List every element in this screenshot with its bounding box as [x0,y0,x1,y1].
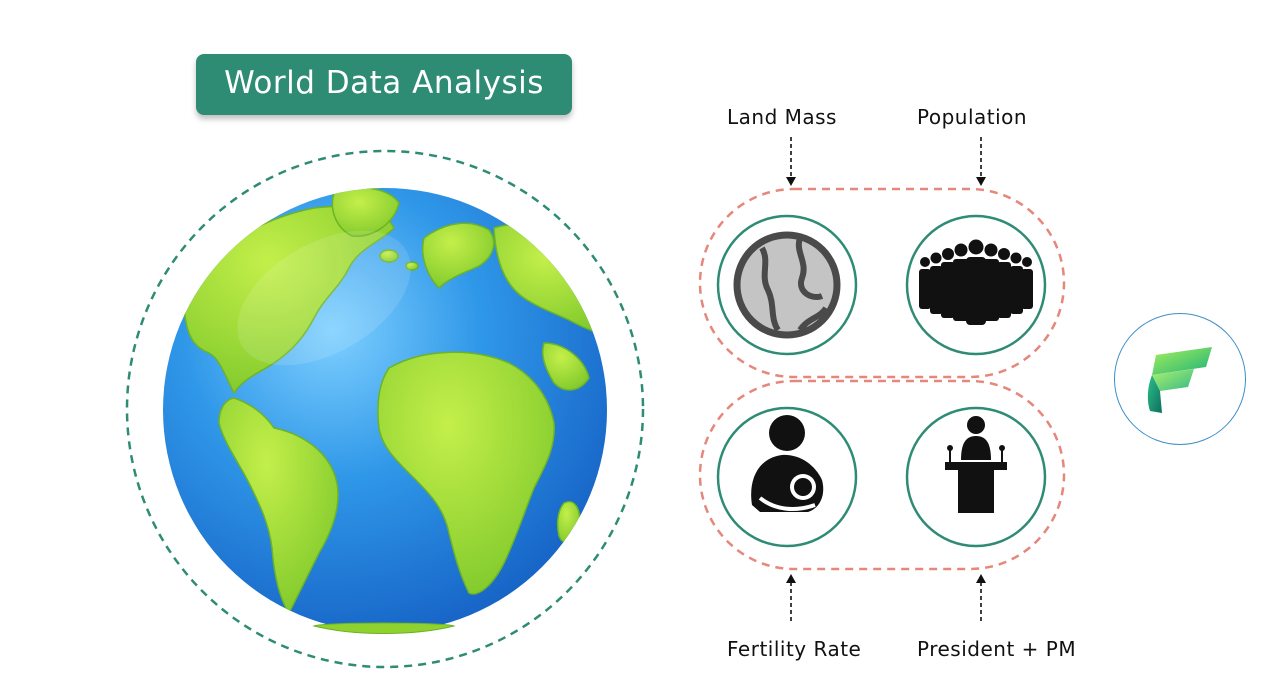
label-fertility-rate: Fertility Rate [727,637,862,661]
bottom-group-outline [698,379,1066,571]
population-icon-circle [905,214,1047,356]
politics-icon-circle [905,406,1047,548]
label-land-mass: Land Mass [727,105,837,129]
top-group-outline [698,187,1066,379]
crowd-icon [919,239,1033,325]
arrow-up-icon [976,574,986,622]
arrow-down-icon [976,137,986,186]
label-president-pm: President + PM [917,637,1077,661]
fertility-icon-circle [716,406,858,548]
land-mass-icon-circle [716,214,858,356]
arrow-down-icon [786,137,796,186]
logo-circle [1114,313,1246,445]
label-population: Population [917,105,1028,129]
mother-baby-icon [751,415,824,512]
land-mass-globe-icon [733,231,841,339]
speaker-podium-icon [945,416,1007,513]
globe-3d-icon [125,149,645,669]
arrow-up-icon [786,574,796,622]
title-badge: World Data Analysis [196,54,572,115]
page-title: World Data Analysis [224,65,544,101]
globe-illustration [124,148,646,670]
fabric-logo-icon [1147,347,1212,413]
